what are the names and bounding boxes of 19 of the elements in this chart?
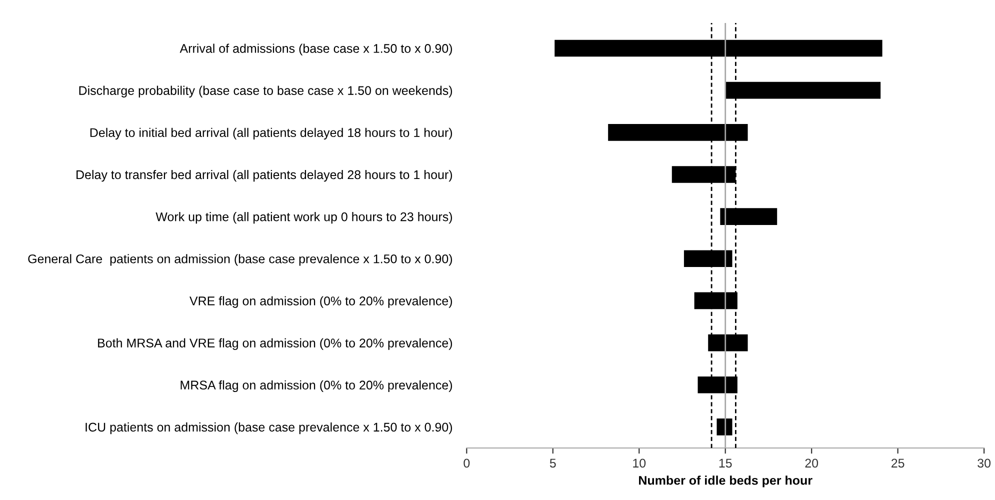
- x-axis-title: Number of idle beds per hour: [639, 476, 812, 488]
- y-tick-label: Discharge probability (base case to base case x 1.50 on weekends): [79, 86, 452, 98]
- y-tick-label: MRSA flag on admission (0% to 20% prevalence): [180, 380, 452, 392]
- y-tick-label: Delay to initial bed arrival (all patients delayed 18 hours to 1 hour): [90, 128, 452, 140]
- y-tick-label: VRE flag on admission (0% to 20% prevalence): [190, 296, 452, 308]
- y-tick-label: Arrival of admissions (base case x 1.50 to x 0.90): [180, 44, 452, 56]
- x-tick-label: 25: [892, 458, 904, 468]
- x-tick-label: 20: [805, 458, 818, 468]
- y-tick-label: Both MRSA and VRE flag on admission (0% to 20% prevalence): [98, 338, 452, 350]
- y-tick-label: ICU patients on admission (base case prevalence x 1.50 to x 0.90): [86, 422, 452, 434]
- y-tick-label: Work up time (all patient work up 0 hours to 23 hours): [156, 212, 452, 224]
- y-tick-label: General Care patients on admission (base case prevalence x 1.50 to x 0.90): [28, 254, 452, 266]
- x-tick-label: 15: [719, 458, 732, 468]
- x-tick-label: 10: [633, 458, 646, 468]
- x-tick-label: 0: [464, 458, 470, 468]
- x-tick-label: 5: [550, 458, 556, 468]
- bar: [716, 418, 732, 436]
- x-tick-label: 30: [978, 458, 991, 468]
- y-tick-label: Delay to transfer bed arrival (all patients delayed 28 hours to 1 hour): [76, 170, 452, 182]
